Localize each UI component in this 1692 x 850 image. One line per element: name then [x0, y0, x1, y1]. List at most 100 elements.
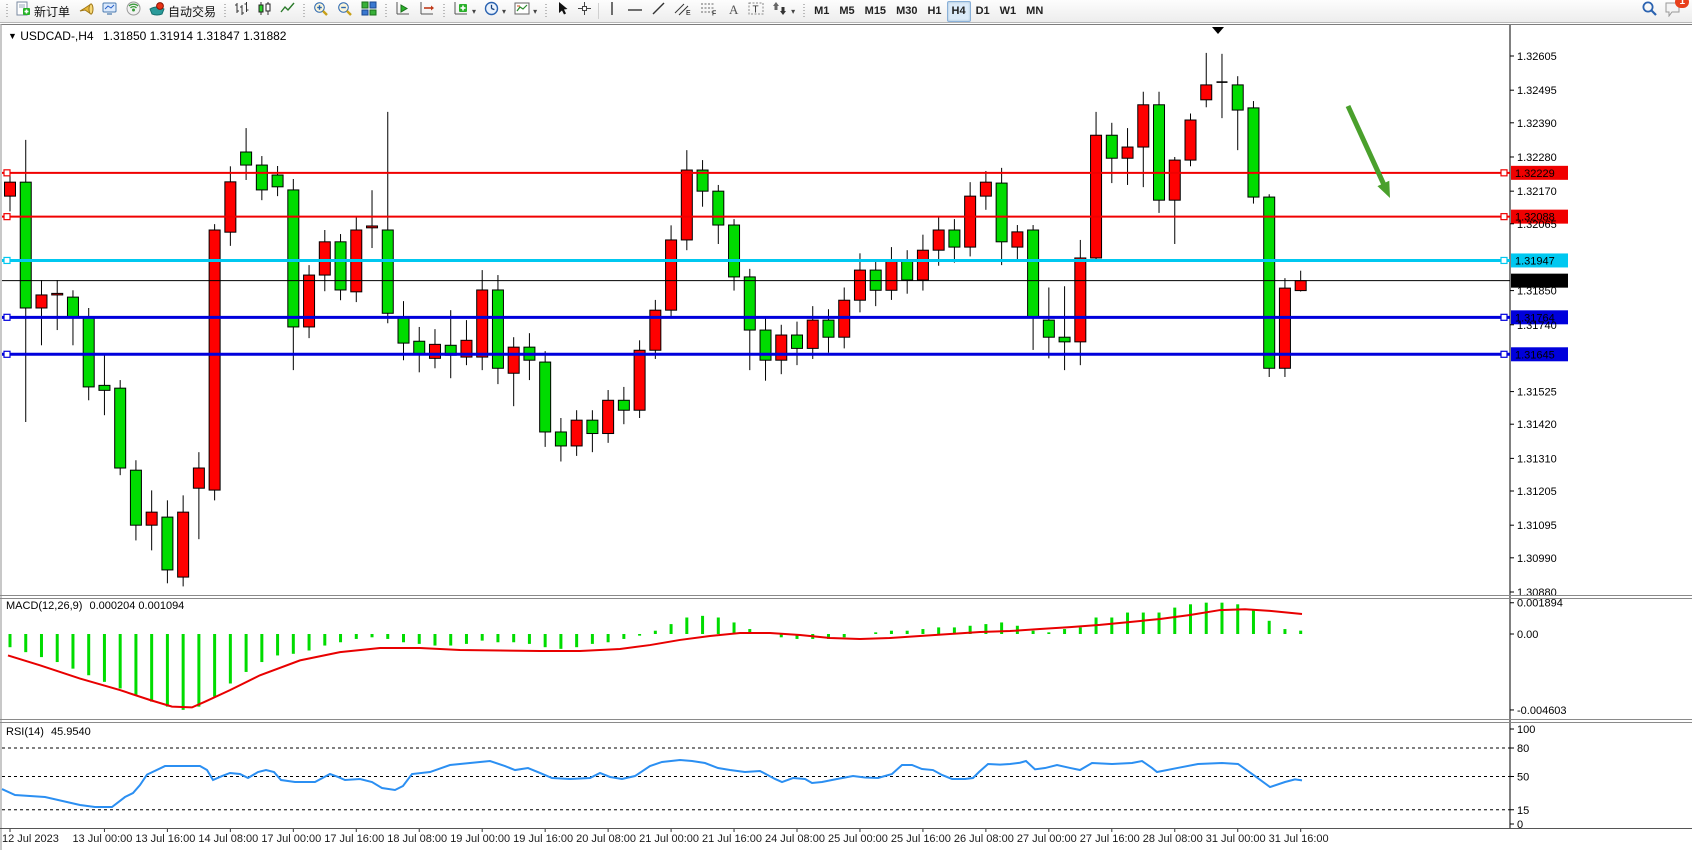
toolbar-grip[interactable]	[223, 3, 228, 19]
candle-body	[775, 334, 788, 361]
timeframe-H4[interactable]: H4	[946, 0, 971, 22]
vertical-line-icon	[607, 1, 617, 21]
bar-chart-button[interactable]	[230, 1, 253, 22]
toolbar-grip[interactable]	[384, 3, 389, 19]
market-watch-button[interactable]	[98, 1, 122, 22]
fibonacci-button[interactable]: F	[696, 1, 722, 22]
toolbar-grip[interactable]	[442, 3, 447, 19]
chat-button[interactable]: 1	[1664, 0, 1689, 22]
text-button[interactable]: A	[722, 1, 744, 22]
price-tick-label: 1.32170	[1517, 186, 1557, 198]
price-tick-label: 1.31205	[1517, 486, 1557, 498]
price-tick-label: 1.31420	[1517, 419, 1557, 431]
candle-body	[712, 190, 725, 226]
candle-body	[1074, 257, 1087, 343]
text-label-button[interactable]: T	[744, 1, 768, 22]
trendline-button[interactable]	[647, 1, 670, 22]
line-handle[interactable]	[1500, 213, 1508, 221]
candle-body	[476, 289, 489, 358]
candle-body	[680, 169, 693, 241]
candle-body	[665, 239, 678, 311]
search-icon[interactable]	[1641, 0, 1658, 22]
line-chart-button[interactable]	[276, 1, 299, 22]
time-axis-label: 13 Jul 16:00	[135, 833, 196, 845]
time-axis-label: 13 Jul 00:00	[72, 833, 133, 845]
arrows-button[interactable]: ▾	[768, 1, 799, 22]
indicators-button[interactable]: ▾	[449, 1, 480, 22]
toolbar-grip[interactable]	[302, 3, 307, 19]
time-axis-label: 14 Jul 08:00	[198, 833, 259, 845]
rsi-tick-label: 15	[1517, 805, 1529, 817]
signals-button[interactable]	[122, 1, 145, 22]
trend-arrow-object[interactable]	[1345, 104, 1388, 189]
chart-window[interactable]	[0, 24, 1692, 850]
line-handle[interactable]	[1500, 169, 1508, 177]
line-handle[interactable]	[3, 169, 11, 177]
candle-body	[413, 340, 426, 355]
toolbar-grip[interactable]	[5, 3, 9, 19]
cursor-button[interactable]	[551, 1, 573, 22]
channel-icon: E	[674, 1, 692, 21]
price-tick-label: 1.31850	[1517, 286, 1557, 298]
dropdown-caret-icon: ▾	[502, 6, 507, 16]
chart-shift-button[interactable]	[415, 1, 439, 22]
horizontal-line-button[interactable]	[623, 1, 647, 22]
equidistant-channel-button[interactable]: E	[670, 1, 696, 22]
time-axis-label: 18 Jul 08:00	[387, 833, 448, 845]
timeframe-D1[interactable]: D1	[975, 5, 990, 17]
alerts-button[interactable]	[74, 1, 98, 22]
time-axis-label: 19 Jul 16:00	[513, 833, 574, 845]
timeframe-M5[interactable]: M5	[839, 5, 855, 17]
timeframe-M30[interactable]: M30	[896, 5, 918, 17]
crosshair-button[interactable]	[573, 1, 596, 22]
rsi-line	[1, 758, 1303, 808]
candlestick-chart-button[interactable]	[253, 1, 276, 22]
candle-body	[1121, 146, 1134, 159]
candle-body	[602, 399, 615, 435]
line-handle[interactable]	[3, 313, 11, 321]
candle-body	[240, 151, 253, 166]
candle-body	[1011, 231, 1024, 248]
tile-windows-button[interactable]	[357, 1, 381, 22]
timeframe-M15[interactable]: M15	[864, 5, 887, 17]
collapse-triangle-icon[interactable]: ▼	[8, 31, 17, 41]
new-order-button[interactable]: 新订单	[12, 1, 74, 22]
text-icon: A	[727, 2, 740, 21]
macd-panel-splitter[interactable]	[0, 595, 1692, 596]
candle-body	[192, 467, 205, 489]
candle-body	[743, 276, 756, 331]
auto-scroll-button[interactable]	[391, 1, 415, 22]
price-label-text: 1.31764	[1515, 312, 1555, 324]
zoom-out-button[interactable]	[333, 1, 357, 22]
candle-body	[759, 329, 772, 361]
timeframe-M1[interactable]: M1	[814, 5, 830, 17]
line-handle[interactable]	[3, 256, 11, 265]
line-handle[interactable]	[1500, 350, 1508, 358]
timeframe-H1[interactable]: H1	[927, 5, 942, 17]
trend-arrow-head[interactable]	[1377, 180, 1390, 198]
timeframe-W1[interactable]: W1	[999, 5, 1017, 17]
line-handle[interactable]	[3, 213, 11, 221]
macd-panel-splitter[interactable]	[0, 598, 1692, 599]
candle-body	[161, 516, 174, 571]
rsi-name: RSI(14)	[6, 726, 44, 738]
vertical-line-button[interactable]	[601, 1, 623, 22]
time-axis-label: 24 Jul 08:00	[765, 833, 825, 845]
line-handle[interactable]	[1500, 313, 1508, 321]
rsi-panel-splitter[interactable]	[0, 719, 1692, 720]
zoom-in-button[interactable]	[309, 1, 333, 22]
autotrade-button[interactable]: 自动交易	[145, 1, 220, 22]
templates-icon	[514, 2, 530, 21]
candle-body	[224, 181, 237, 233]
templates-button[interactable]: ▾	[510, 1, 541, 22]
periods-button[interactable]: ▾	[480, 1, 510, 22]
toolbar-grip[interactable]	[802, 3, 807, 19]
toolbar-grip[interactable]	[544, 3, 549, 19]
candle-body	[916, 249, 929, 281]
timeframe-MN[interactable]: MN	[1026, 5, 1044, 17]
rsi-panel-splitter[interactable]	[0, 722, 1692, 723]
line-handle[interactable]	[3, 350, 11, 358]
time-axis-label: 27 Jul 00:00	[1016, 833, 1077, 845]
line-handle[interactable]	[1500, 256, 1508, 265]
svg-text:T: T	[753, 5, 759, 16]
